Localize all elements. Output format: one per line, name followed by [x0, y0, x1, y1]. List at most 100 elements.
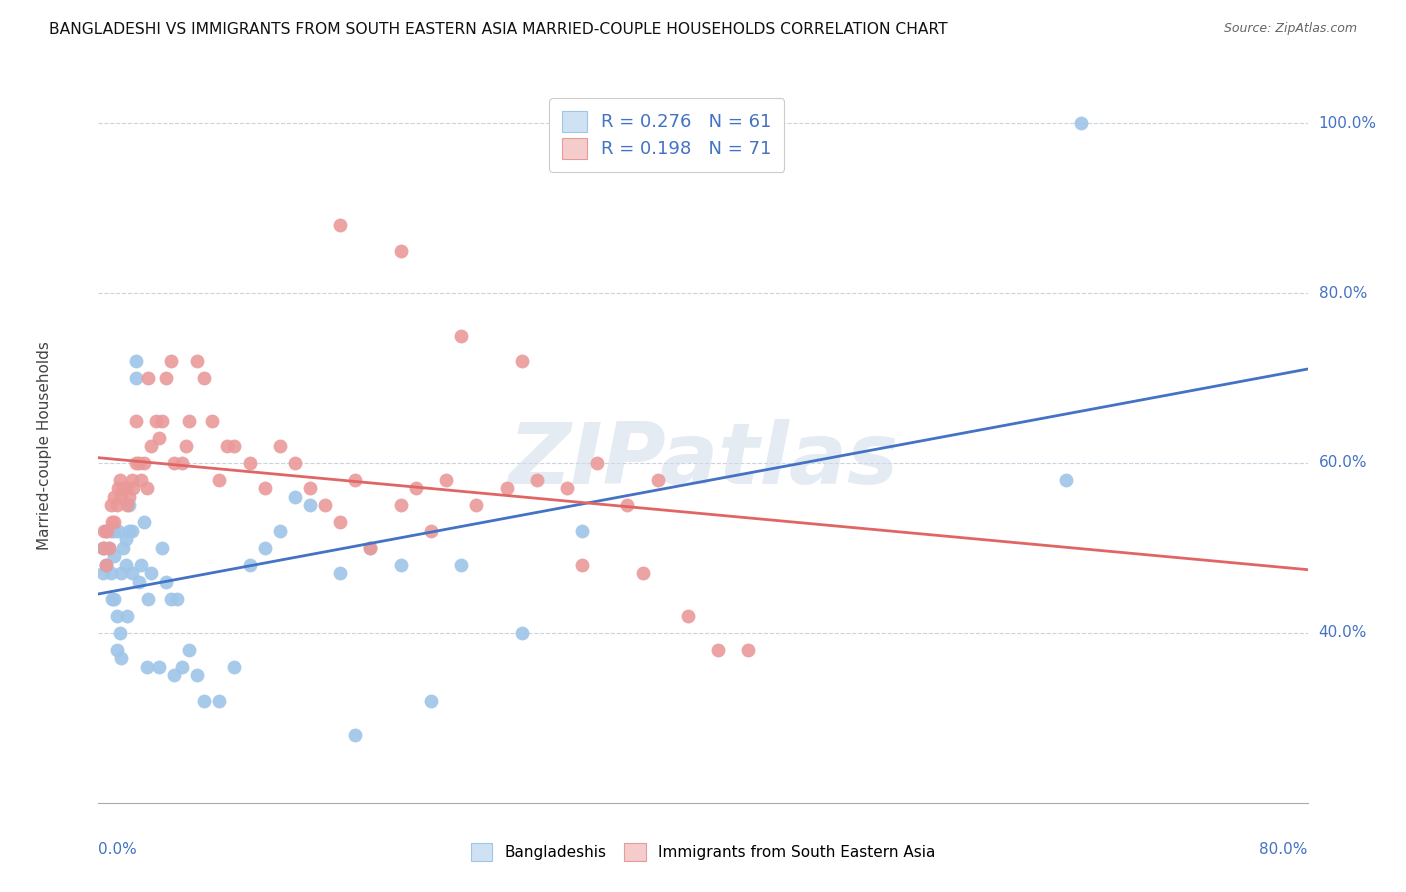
- Point: [136, 591, 159, 606]
- Point: [118, 499, 141, 513]
- Point: [201, 413, 224, 427]
- Point: [215, 439, 238, 453]
- Point: [329, 218, 352, 232]
- Point: [94, 524, 117, 538]
- Point: [186, 354, 208, 368]
- Point: [93, 524, 115, 538]
- Text: 100.0%: 100.0%: [1319, 116, 1376, 131]
- Point: [105, 643, 128, 657]
- Point: [186, 668, 208, 682]
- Point: [314, 499, 336, 513]
- Point: [389, 558, 412, 572]
- Point: [170, 660, 193, 674]
- Point: [616, 499, 638, 513]
- Point: [118, 524, 141, 538]
- Point: [105, 499, 128, 513]
- Point: [108, 626, 131, 640]
- Point: [344, 728, 367, 742]
- Point: [208, 473, 231, 487]
- Point: [110, 490, 132, 504]
- Point: [405, 482, 427, 496]
- Point: [129, 558, 152, 572]
- Point: [103, 490, 125, 504]
- Point: [103, 516, 125, 530]
- Point: [208, 694, 231, 708]
- Legend: R = 0.276   N = 61, R = 0.198   N = 71: R = 0.276 N = 61, R = 0.198 N = 71: [548, 98, 785, 171]
- Point: [571, 524, 593, 538]
- Point: [269, 524, 291, 538]
- Point: [647, 473, 669, 487]
- Point: [107, 482, 129, 496]
- Point: [155, 574, 177, 589]
- Point: [166, 591, 188, 606]
- Point: [253, 541, 276, 555]
- Point: [299, 482, 322, 496]
- Point: [284, 490, 307, 504]
- Point: [224, 660, 246, 674]
- Point: [586, 456, 609, 470]
- Point: [114, 482, 136, 496]
- Point: [179, 643, 201, 657]
- Point: [91, 541, 114, 555]
- Point: [110, 566, 132, 581]
- Point: [121, 524, 143, 538]
- Point: [239, 558, 262, 572]
- Point: [224, 439, 246, 453]
- Point: [105, 608, 128, 623]
- Point: [360, 541, 382, 555]
- Point: [555, 482, 578, 496]
- Point: [676, 608, 699, 623]
- Point: [160, 354, 183, 368]
- Point: [135, 660, 157, 674]
- Point: [136, 371, 159, 385]
- Point: [150, 541, 173, 555]
- Point: [125, 456, 148, 470]
- Text: BANGLADESHI VS IMMIGRANTS FROM SOUTH EASTERN ASIA MARRIED-COUPLE HOUSEHOLDS CORR: BANGLADESHI VS IMMIGRANTS FROM SOUTH EAS…: [49, 22, 948, 37]
- Point: [174, 439, 197, 453]
- Point: [94, 558, 117, 572]
- Text: ZIPatlas: ZIPatlas: [508, 418, 898, 502]
- Point: [450, 558, 472, 572]
- Point: [103, 524, 125, 538]
- Point: [1070, 116, 1092, 130]
- Legend: Bangladeshis, Immigrants from South Eastern Asia: Bangladeshis, Immigrants from South East…: [463, 836, 943, 868]
- Point: [121, 473, 143, 487]
- Point: [179, 413, 201, 427]
- Point: [450, 328, 472, 343]
- Point: [108, 473, 131, 487]
- Point: [510, 354, 533, 368]
- Point: [93, 541, 115, 555]
- Point: [526, 473, 548, 487]
- Point: [631, 566, 654, 581]
- Point: [510, 626, 533, 640]
- Point: [103, 549, 125, 564]
- Point: [132, 456, 155, 470]
- Point: [145, 413, 167, 427]
- Point: [114, 533, 136, 547]
- Point: [389, 244, 412, 258]
- Point: [284, 456, 307, 470]
- Point: [150, 413, 173, 427]
- Point: [434, 473, 457, 487]
- Point: [193, 371, 215, 385]
- Point: [360, 541, 382, 555]
- Point: [1054, 473, 1077, 487]
- Point: [329, 566, 352, 581]
- Point: [141, 439, 163, 453]
- Point: [129, 473, 152, 487]
- Point: [100, 566, 122, 581]
- Point: [344, 473, 367, 487]
- Point: [91, 541, 114, 555]
- Point: [707, 643, 730, 657]
- Point: [163, 456, 186, 470]
- Point: [571, 558, 593, 572]
- Point: [111, 541, 134, 555]
- Point: [128, 574, 150, 589]
- Point: [107, 524, 129, 538]
- Point: [239, 456, 262, 470]
- Point: [101, 516, 124, 530]
- Point: [420, 694, 443, 708]
- Point: [253, 482, 276, 496]
- Point: [96, 524, 118, 538]
- Point: [465, 499, 488, 513]
